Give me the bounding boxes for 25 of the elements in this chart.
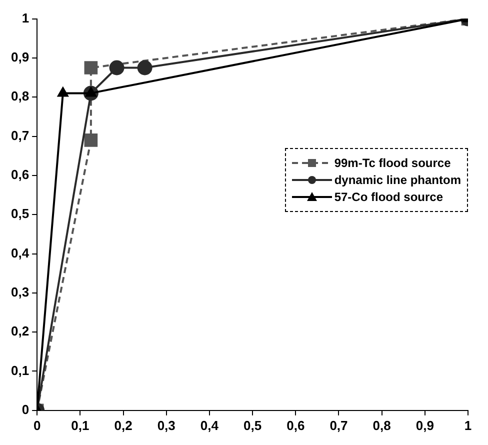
legend-label: 57-Co flood source [334,190,443,204]
y-tick-label: 1 [22,10,30,26]
x-tick-label: 0,1 [71,418,90,433]
x-tick-label: 0,2 [114,418,132,433]
x-tick-label: 0,8 [372,418,391,433]
y-tick-label: 0,9 [10,50,30,65]
y-tick-label: 0,4 [10,245,30,260]
x-tick-label: 0,4 [200,418,220,433]
legend-label: dynamic line phantom [334,173,461,187]
y-tick-label: 0,5 [10,206,30,222]
y-tick-label: 0 [22,402,30,417]
x-tick-label: 0,7 [330,418,348,433]
legend-label: 99m-Tc flood source [334,156,451,170]
x-tick-label: 0,9 [416,418,434,433]
x-tick-label: 0 [33,418,41,433]
y-tick-label: 0,3 [10,284,30,300]
y-tick-label: 0,7 [10,128,30,143]
x-tick-label: 0,6 [286,418,305,433]
y-tick-label: 0,6 [10,167,30,182]
y-tick-label: 0,8 [10,88,30,104]
x-tick-label: 1 [464,418,472,433]
y-tick-label: 0,1 [10,362,30,378]
x-tick-label: 0,5 [243,418,262,433]
y-tick-label: 0,2 [10,324,30,339]
x-tick-label: 0,3 [157,418,176,433]
